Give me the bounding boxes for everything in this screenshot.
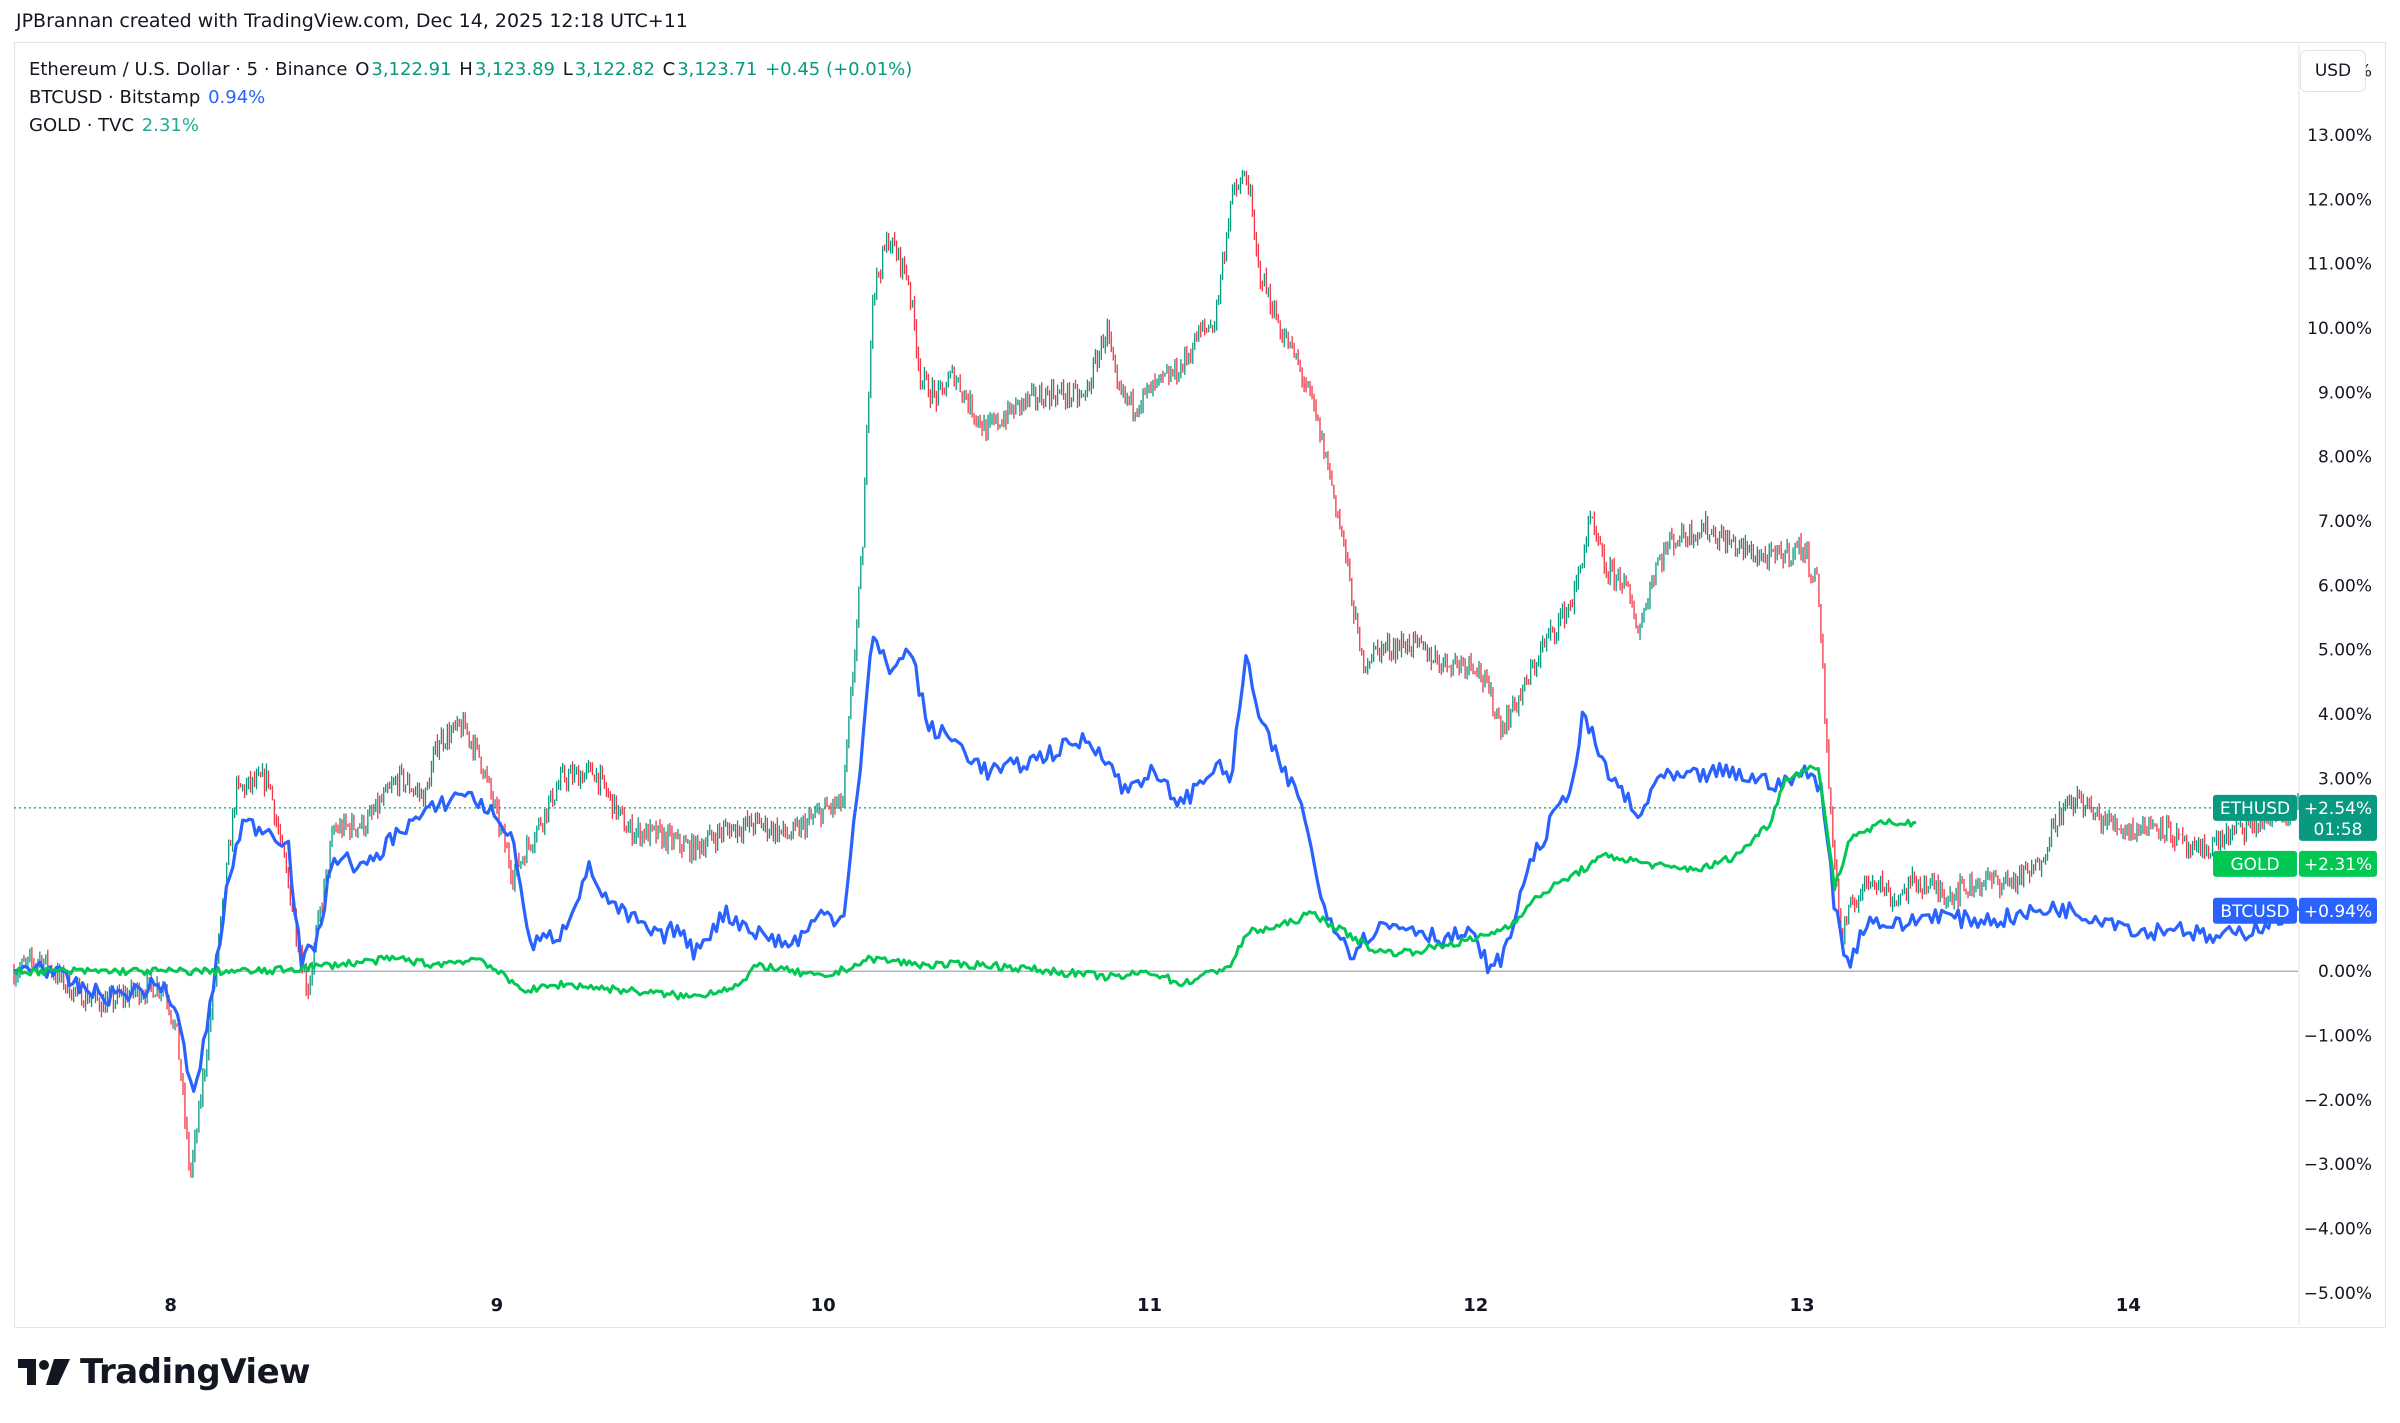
gold-line <box>13 764 1917 1001</box>
gridlines <box>14 45 2300 1325</box>
legend-btc-row[interactable]: BTCUSD · Bitstamp 0.94% <box>29 84 914 112</box>
price-tags: ETHUSD +2.54%01:58 GOLD +2.31% BTCUSD +0.94% <box>2213 794 2377 924</box>
tradingview-logo-icon <box>18 1359 70 1385</box>
legend-low-label: L <box>562 59 573 80</box>
legend-open-label: O <box>355 59 370 80</box>
x-tick-label: 11 <box>1137 1295 1162 1316</box>
y-tick-label: 6.00% <box>2318 576 2372 596</box>
x-tick-label: 13 <box>1790 1295 1815 1316</box>
legend-change: +0.45 (+0.01%) <box>765 59 913 80</box>
legend-main-row[interactable]: Ethereum / U.S. Dollar · 5 · Binance O 3,… <box>29 56 914 84</box>
legend-btc-value: 0.94% <box>208 87 266 108</box>
legend-gold-row[interactable]: GOLD · TVC 2.31% <box>29 112 914 140</box>
x-tick-label: 12 <box>1463 1295 1488 1316</box>
legend-low-value: 3,122.82 <box>574 59 655 80</box>
btc-tag-name: BTCUSD <box>2220 902 2289 922</box>
legend-open-value: 3,122.91 <box>371 59 452 80</box>
y-tick-label: 11.00% <box>2307 255 2372 275</box>
y-tick-label: −5.00% <box>2304 1284 2372 1304</box>
btc-tag-value: +0.94% <box>2304 902 2372 922</box>
eth-tag-value: +2.54% <box>2304 799 2372 819</box>
y-tick-label: −3.00% <box>2304 1155 2372 1175</box>
btc-tag-name-box <box>2213 897 2297 924</box>
legend-close-label: C <box>662 59 676 80</box>
gold-tag-value-box <box>2299 850 2377 877</box>
btc-tag-value-box <box>2299 897 2377 924</box>
legend-high-value: 3,123.89 <box>474 59 555 80</box>
gold-tag-value: +2.31% <box>2304 855 2372 875</box>
chart-pane[interactable] <box>14 42 2386 1328</box>
eth-tag-value-box <box>2299 794 2377 841</box>
eth-tag-name-box <box>2213 794 2297 821</box>
y-tick-label: 9.00% <box>2318 383 2372 403</box>
legend-main-symbol: Ethereum / U.S. Dollar · 5 · Binance <box>29 59 348 80</box>
y-tick-label: 5.00% <box>2318 641 2372 661</box>
x-tick-label: 9 <box>491 1295 504 1316</box>
x-tick-label: 14 <box>2116 1295 2141 1316</box>
legend-high-label: H <box>459 59 473 80</box>
btcusd-line <box>13 635 2300 1093</box>
y-tick-label: −2.00% <box>2304 1091 2372 1111</box>
y-tick-label: 10.00% <box>2307 319 2372 339</box>
currency-button[interactable]: USD <box>2300 50 2366 92</box>
eth-tag-countdown: 01:58 <box>2314 820 2363 840</box>
attribution-text: JPBrannan created with TradingView.com, … <box>16 10 688 32</box>
legend-gold-symbol: GOLD · TVC <box>29 115 135 136</box>
eth-tag-name: ETHUSD <box>2220 799 2290 819</box>
y-tick-label: 7.00% <box>2318 512 2372 532</box>
series-layer <box>13 170 2300 1178</box>
legend: Ethereum / U.S. Dollar · 5 · Binance O 3,… <box>29 56 914 140</box>
y-tick-label: 12.00% <box>2307 190 2372 210</box>
axes: 14.00%13.00%12.00%11.00%10.00%9.00%8.00%… <box>164 62 2372 1316</box>
y-tick-label: 3.00% <box>2318 769 2372 789</box>
legend-gold-value: 2.31% <box>141 115 199 136</box>
legend-close-value: 3,123.71 <box>677 59 758 80</box>
y-tick-label: 0.00% <box>2318 962 2372 982</box>
x-tick-label: 8 <box>164 1295 177 1316</box>
y-tick-label: −1.00% <box>2304 1027 2372 1047</box>
tradingview-brand[interactable]: TradingView <box>18 1352 311 1392</box>
x-tick-label: 10 <box>811 1295 836 1316</box>
legend-btc-symbol: BTCUSD · Bitstamp <box>29 87 201 108</box>
y-tick-label: −4.00% <box>2304 1220 2372 1240</box>
y-tick-label: 13.00% <box>2307 126 2372 146</box>
gold-tag-name-box <box>2213 850 2297 877</box>
y-tick-label: 8.00% <box>2318 448 2372 468</box>
y-tick-label: 4.00% <box>2318 705 2372 725</box>
gold-tag-name: GOLD <box>2230 855 2279 875</box>
tradingview-wordmark: TradingView <box>80 1352 311 1392</box>
